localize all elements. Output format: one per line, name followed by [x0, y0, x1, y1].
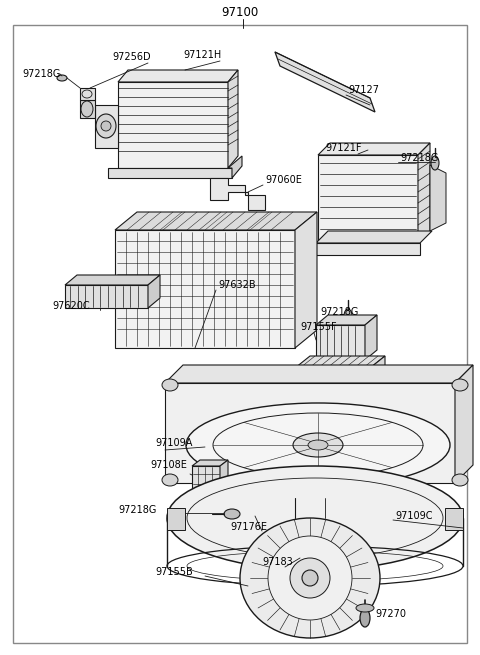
Polygon shape	[316, 315, 377, 325]
Polygon shape	[165, 365, 473, 383]
Ellipse shape	[356, 604, 374, 612]
Polygon shape	[295, 368, 370, 400]
Ellipse shape	[452, 379, 468, 391]
Polygon shape	[118, 70, 238, 82]
Polygon shape	[455, 365, 473, 483]
Ellipse shape	[360, 609, 370, 627]
Polygon shape	[65, 275, 160, 285]
Polygon shape	[108, 168, 232, 178]
Polygon shape	[316, 325, 365, 360]
Text: 97155F: 97155F	[300, 322, 336, 332]
Polygon shape	[365, 315, 377, 360]
Ellipse shape	[452, 474, 468, 486]
Ellipse shape	[240, 518, 380, 638]
Text: 97127: 97127	[348, 85, 379, 95]
Ellipse shape	[57, 75, 67, 81]
Polygon shape	[316, 243, 420, 255]
Text: 97155B: 97155B	[155, 567, 193, 577]
Polygon shape	[80, 100, 95, 118]
Polygon shape	[295, 212, 317, 348]
Polygon shape	[115, 230, 295, 348]
Ellipse shape	[290, 558, 330, 598]
Text: 97121H: 97121H	[183, 50, 221, 60]
Polygon shape	[192, 466, 220, 510]
Text: 97060E: 97060E	[265, 175, 302, 185]
Text: 97109A: 97109A	[155, 438, 192, 448]
Text: 97183: 97183	[262, 557, 293, 567]
Polygon shape	[275, 52, 375, 112]
Polygon shape	[430, 165, 446, 231]
Text: 97100: 97100	[221, 7, 259, 20]
Ellipse shape	[81, 101, 93, 117]
Text: 97270: 97270	[375, 609, 406, 619]
Text: 97218G: 97218G	[118, 505, 156, 515]
Ellipse shape	[308, 440, 328, 450]
Ellipse shape	[162, 379, 178, 391]
Ellipse shape	[431, 156, 439, 170]
Polygon shape	[148, 275, 160, 308]
Polygon shape	[65, 285, 148, 308]
Polygon shape	[210, 178, 265, 210]
Ellipse shape	[224, 509, 240, 519]
Polygon shape	[167, 508, 185, 530]
Polygon shape	[370, 356, 385, 400]
Polygon shape	[445, 508, 463, 530]
Ellipse shape	[186, 403, 450, 487]
Text: 97176E: 97176E	[230, 522, 267, 532]
Polygon shape	[165, 383, 455, 483]
Ellipse shape	[293, 433, 343, 457]
Polygon shape	[318, 143, 430, 155]
Polygon shape	[80, 88, 95, 100]
Polygon shape	[318, 155, 418, 243]
Polygon shape	[228, 156, 242, 178]
Ellipse shape	[302, 570, 318, 586]
Polygon shape	[295, 356, 385, 368]
Polygon shape	[316, 231, 432, 243]
Ellipse shape	[96, 114, 116, 138]
Polygon shape	[192, 460, 228, 466]
Text: 97218G: 97218G	[400, 153, 438, 163]
Ellipse shape	[162, 474, 178, 486]
Polygon shape	[115, 212, 317, 230]
Polygon shape	[220, 460, 228, 510]
Text: 97632B: 97632B	[218, 280, 256, 290]
Text: 97218G: 97218G	[320, 307, 359, 317]
Polygon shape	[95, 105, 118, 148]
Polygon shape	[418, 143, 430, 243]
Ellipse shape	[167, 466, 463, 570]
Text: 97109C: 97109C	[395, 511, 432, 521]
Text: 97121F: 97121F	[325, 143, 361, 153]
Text: 97108E: 97108E	[150, 460, 187, 470]
Text: 97620C: 97620C	[52, 301, 90, 311]
Ellipse shape	[101, 121, 111, 131]
Polygon shape	[118, 82, 228, 168]
Text: 97218G: 97218G	[22, 69, 60, 79]
Polygon shape	[228, 70, 238, 168]
Text: 97256D: 97256D	[112, 52, 151, 62]
Ellipse shape	[344, 309, 352, 323]
Ellipse shape	[268, 536, 352, 620]
